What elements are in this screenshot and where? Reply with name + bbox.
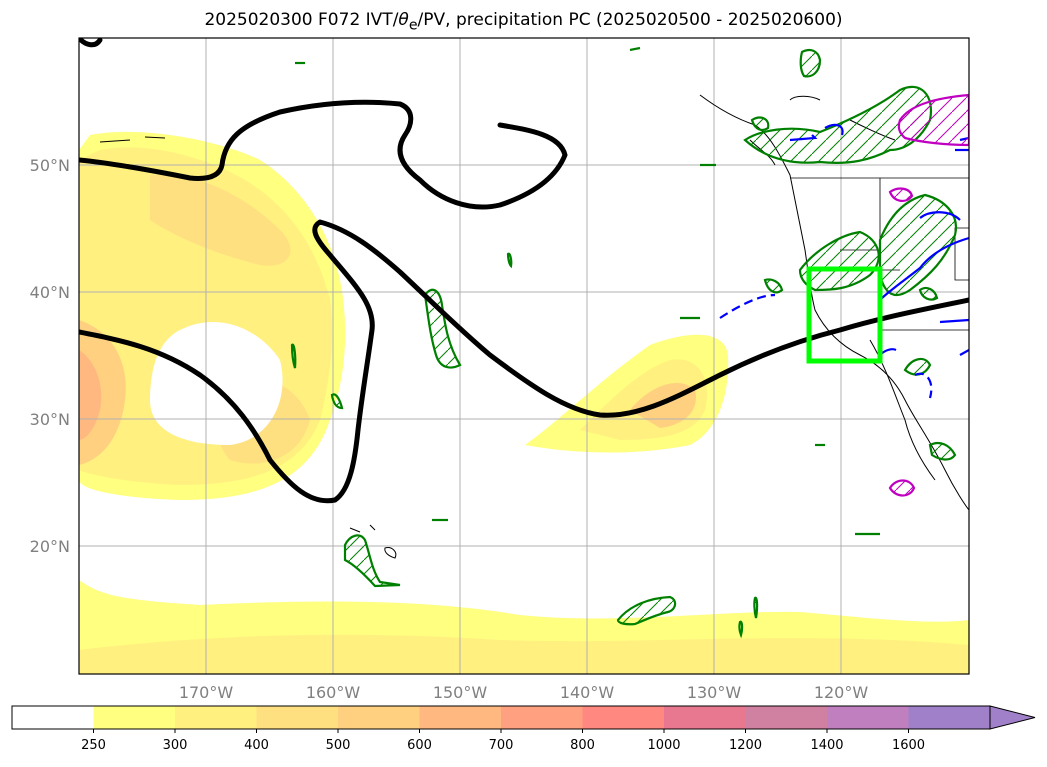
ivt-region-south-2 xyxy=(79,634,969,674)
colorbar-segment xyxy=(908,706,991,729)
colorbar-tick-label: 250 xyxy=(81,738,106,753)
lon-tick-label: 130°W xyxy=(687,683,742,702)
ivt-hole xyxy=(150,321,283,445)
pv-contours xyxy=(79,38,969,504)
colorbar-tick-label: 600 xyxy=(407,738,432,753)
colorbar-segment xyxy=(93,706,176,729)
colorbar-segment xyxy=(12,706,94,729)
colorbar-segment xyxy=(175,706,257,729)
figure-title: 2025020300 F072 IVT/θe/PV, precipitation… xyxy=(204,10,843,34)
lon-tick-label: 170°W xyxy=(179,683,234,702)
lat-tick-label: 30°N xyxy=(30,410,70,429)
precip-contours-green xyxy=(290,46,958,639)
colorbar-segment xyxy=(256,706,339,729)
colorbar-tick-label: 300 xyxy=(163,738,188,753)
colorbar: 250 300 400 500 600 700 800 1000 1200 1400 1600 xyxy=(11,705,1036,753)
lon-tick-label: 120°W xyxy=(814,683,869,702)
colorbar-segment xyxy=(664,706,746,729)
colorbar-extend-arrow xyxy=(989,705,1036,730)
colorbar-segment xyxy=(419,706,502,729)
lon-tick-label: 150°W xyxy=(433,683,488,702)
colorbar-segment xyxy=(745,706,828,729)
colorbar-segment xyxy=(338,706,420,729)
longitude-tick-labels: 170°W 160°W 150°W 140°W 130°W 120°W xyxy=(179,683,869,702)
ivt-max-left-2 xyxy=(79,350,102,440)
map-frame xyxy=(78,37,970,675)
precip-contours-magenta xyxy=(888,93,969,497)
colorbar-tick-label: 500 xyxy=(326,738,351,753)
colorbar-segment xyxy=(582,706,665,729)
ivt-region-west-3 xyxy=(150,174,291,266)
lat-tick-label: 40°N xyxy=(30,283,70,302)
lat-tick-label: 20°N xyxy=(30,537,70,556)
colorbar-tick-label: 400 xyxy=(244,738,269,753)
colorbar-tick-label: 1600 xyxy=(892,738,925,753)
highlight-box xyxy=(806,266,883,364)
latitude-tick-labels: 50°N 40°N 30°N 20°N xyxy=(30,156,70,556)
colorbar-tick-label: 700 xyxy=(489,738,514,753)
map-plot-area xyxy=(78,37,970,675)
lat-tick-label: 50°N xyxy=(30,156,70,175)
colorbar-tick-label: 1200 xyxy=(729,738,762,753)
lon-tick-label: 140°W xyxy=(560,683,615,702)
colorbar-tick-label: 800 xyxy=(570,738,595,753)
colorbar-tick-label: 1000 xyxy=(647,738,680,753)
ivt-shading xyxy=(79,131,969,674)
lon-tick-label: 160°W xyxy=(306,683,361,702)
colorbar-tick-label: 1400 xyxy=(810,738,843,753)
colorbar-segment xyxy=(827,706,909,729)
colorbar-segment xyxy=(501,706,583,729)
